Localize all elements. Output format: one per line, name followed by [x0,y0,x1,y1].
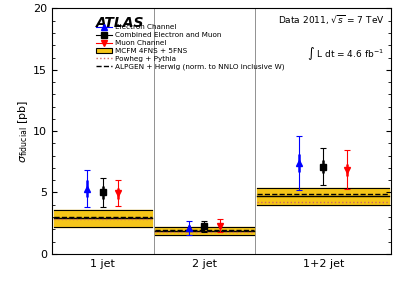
Text: $\int$ L dt = 4.6 fb$^{-1}$: $\int$ L dt = 4.6 fb$^{-1}$ [308,45,384,62]
Legend: Electron Channel, Combined Electron and Muon, Muon Channel, MCFM 4FNS + 5FNS, Po: Electron Channel, Combined Electron and … [96,24,284,70]
Text: ATLAS: ATLAS [96,16,144,30]
Y-axis label: $\sigma_{\mathrm{fiducial}}$ [pb]: $\sigma_{\mathrm{fiducial}}$ [pb] [16,100,30,163]
Text: Data 2011, $\sqrt{s}$ = 7 TeV: Data 2011, $\sqrt{s}$ = 7 TeV [278,13,384,27]
